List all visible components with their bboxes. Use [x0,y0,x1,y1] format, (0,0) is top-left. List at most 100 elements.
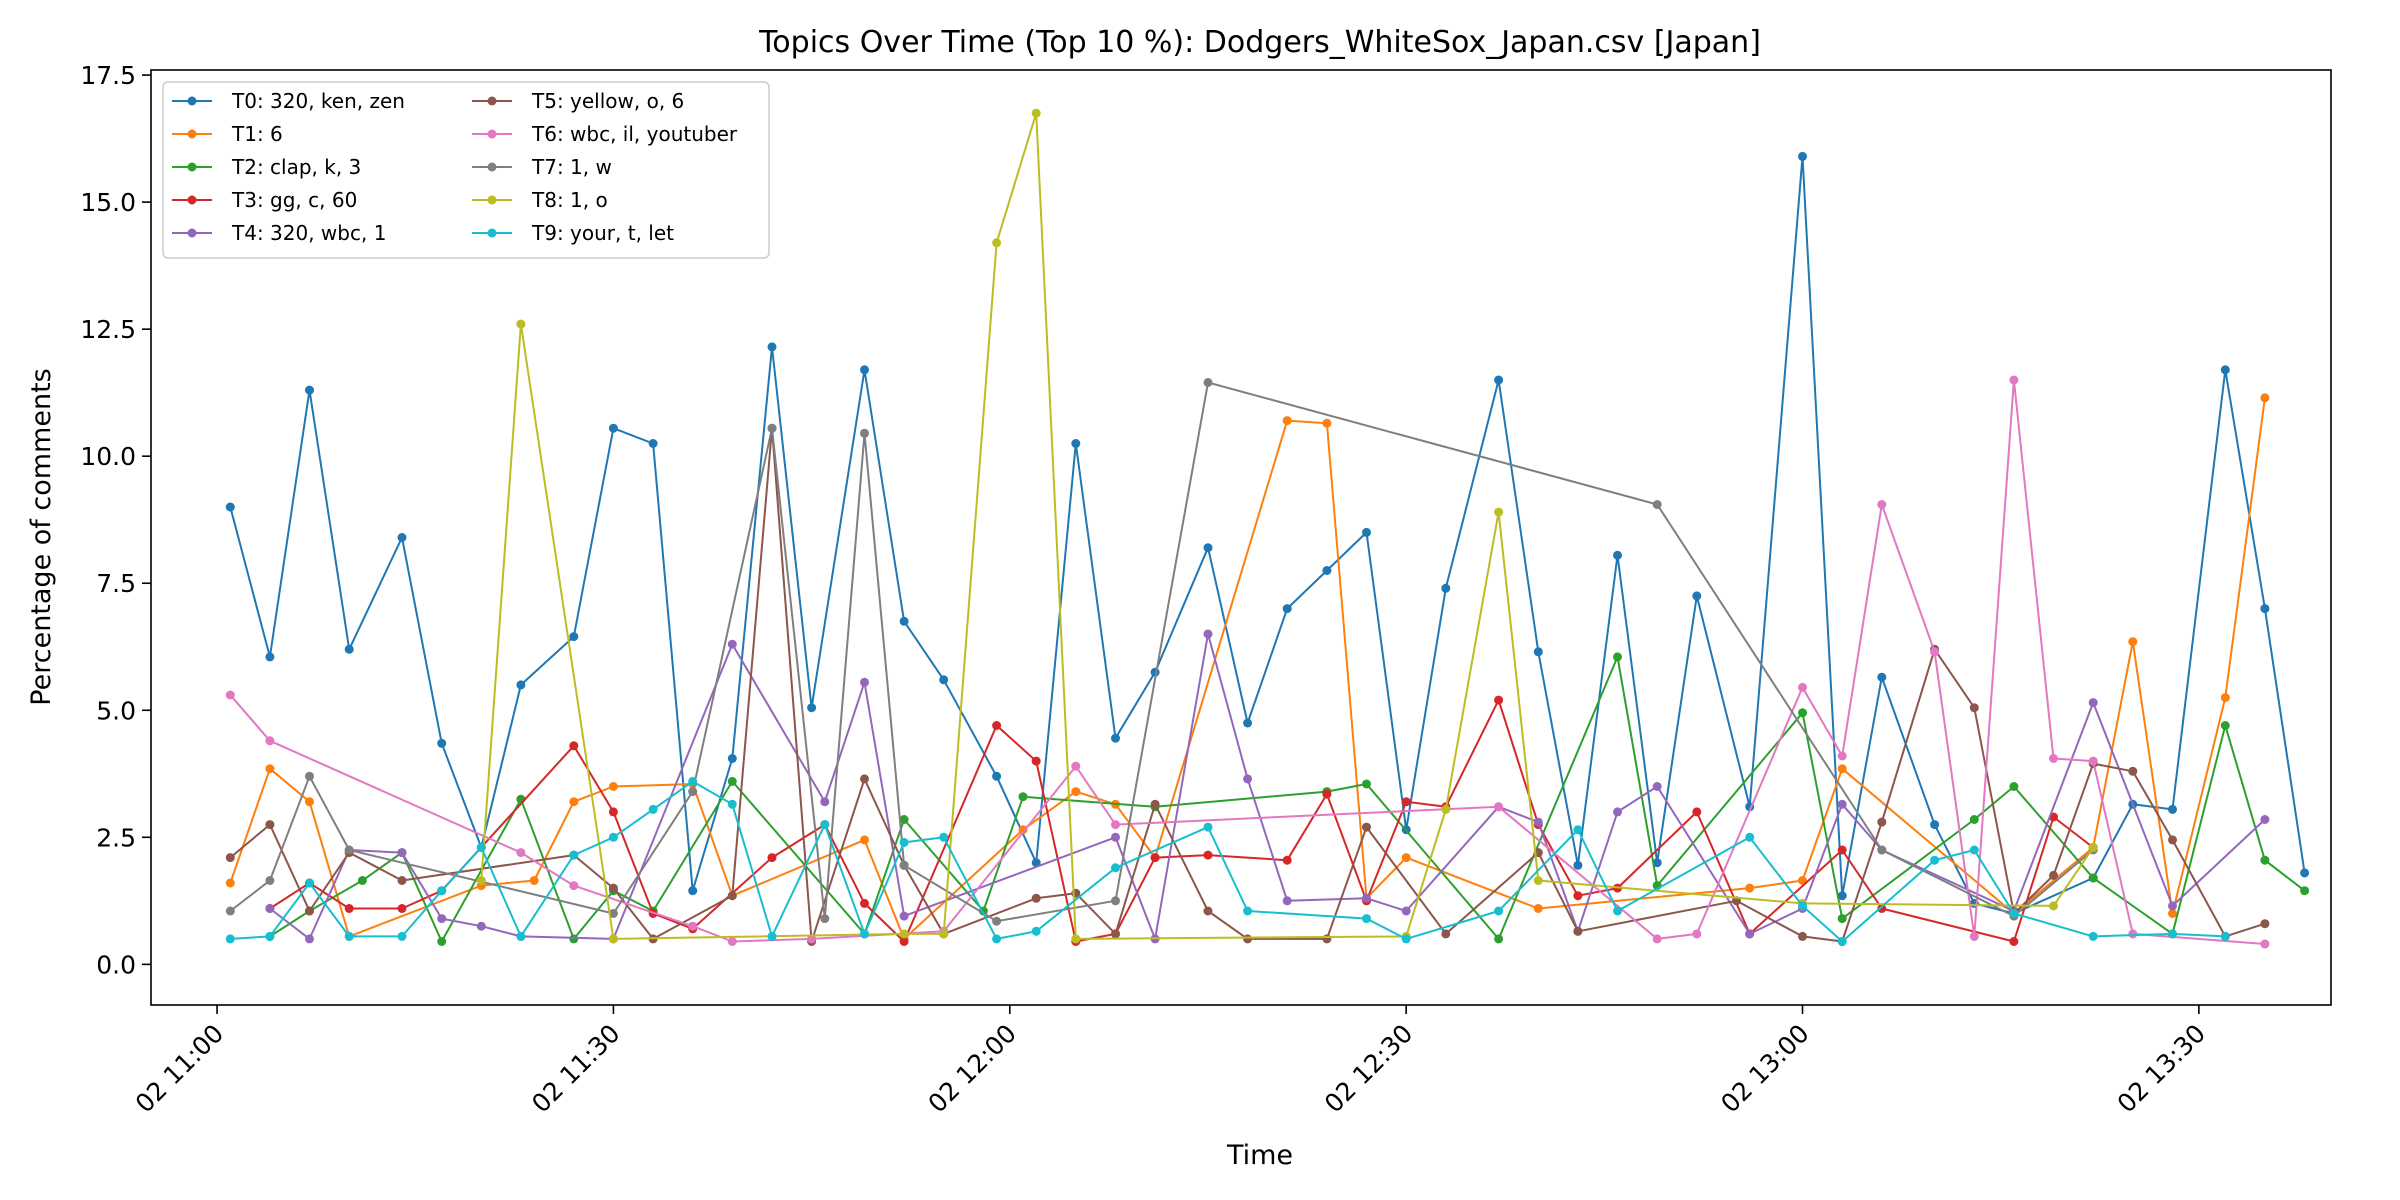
data-point [1243,774,1253,784]
legend-swatch-marker [487,228,497,238]
data-point [688,921,698,931]
data-point [1111,733,1120,743]
legend-swatch-marker [487,195,497,205]
data-point [265,736,275,746]
data-point [2168,909,2177,918]
data-point [1837,764,1847,774]
data-point [648,439,658,448]
data-point [939,832,949,842]
legend-item: T0: 320, ken, zen [172,89,405,113]
y-axis-label: Percentage of comments [26,368,57,705]
data-point [2220,931,2230,941]
data-point [2009,375,2019,385]
data-point [939,929,949,939]
data-point [397,904,407,913]
data-point [1692,591,1702,601]
data-point [1282,855,1292,865]
data-point [2049,901,2058,911]
data-point [1613,807,1622,817]
data-point [767,853,777,863]
data-point [397,848,407,858]
data-point [1837,799,1847,809]
data-point [1877,817,1887,827]
series-line [229,379,2265,945]
data-point [899,937,909,946]
data-point [437,738,447,748]
data-point [2168,901,2177,911]
data-point [1111,820,1120,830]
data-point [1798,682,1807,692]
legend-label: T4: 320, wbc, 1 [231,221,386,245]
data-point [1533,817,1543,827]
data-point [1203,906,1213,916]
data-point [727,754,737,763]
data-point [1243,906,1253,916]
data-point [225,690,235,700]
data-point [899,815,909,824]
data-point [2220,721,2230,730]
data-point [1362,822,1371,832]
data-point [1969,845,1979,855]
data-point [1613,550,1622,560]
data-point [1613,652,1622,662]
data-point [2260,939,2270,949]
data-point [1837,845,1847,855]
data-point [265,764,275,774]
legend-item: T5: yellow, o, 6 [472,89,684,113]
data-point [529,876,539,885]
data-point [1573,860,1583,870]
series-line [269,633,2266,940]
legend-swatch-marker [487,162,497,172]
data-point [608,832,618,842]
legend-label: T7: 1, w [531,155,612,179]
data-point [2260,604,2270,614]
y-tick-label: 12.5 [80,315,136,344]
data-point [344,931,354,941]
data-point [860,835,869,845]
data-point [397,931,407,941]
data-point [1652,500,1662,509]
legend-item: T1: 6 [172,122,283,146]
data-point [2009,782,2019,791]
data-point [727,937,737,946]
data-point [1930,855,1940,865]
data-point [516,319,526,329]
data-point [569,850,579,860]
data-point [1877,845,1887,855]
data-point [1071,934,1081,944]
data-point [344,845,354,855]
data-point [569,934,579,944]
data-point [1494,695,1504,705]
data-point [225,853,235,863]
data-point [1441,929,1451,939]
data-point [1969,703,1979,713]
data-point [437,937,447,946]
data-point [2128,637,2138,647]
data-point [992,771,1002,781]
data-point [1322,566,1332,575]
legend-swatch-marker [187,129,197,139]
data-point [344,644,354,654]
data-point [1362,527,1371,537]
data-point [2168,835,2177,845]
data-point [2260,919,2270,929]
data-point [820,820,830,830]
data-point [727,776,737,786]
data-point [2300,868,2310,878]
data-point [1877,500,1887,509]
data-point [1494,507,1504,517]
data-point [2049,754,2058,763]
data-point [1031,756,1041,766]
data-point [437,886,447,896]
x-tick-label: 02 11:00 [130,1019,230,1119]
data-point [476,921,486,931]
data-point [860,774,869,784]
data-point [1243,718,1253,728]
legend-swatch-marker [487,129,497,139]
legend-item: T4: 320, wbc, 1 [172,221,386,245]
legend-swatch-marker [187,228,197,238]
data-point [767,931,777,941]
y-tick-label: 7.5 [96,569,136,598]
data-point [1494,375,1504,385]
